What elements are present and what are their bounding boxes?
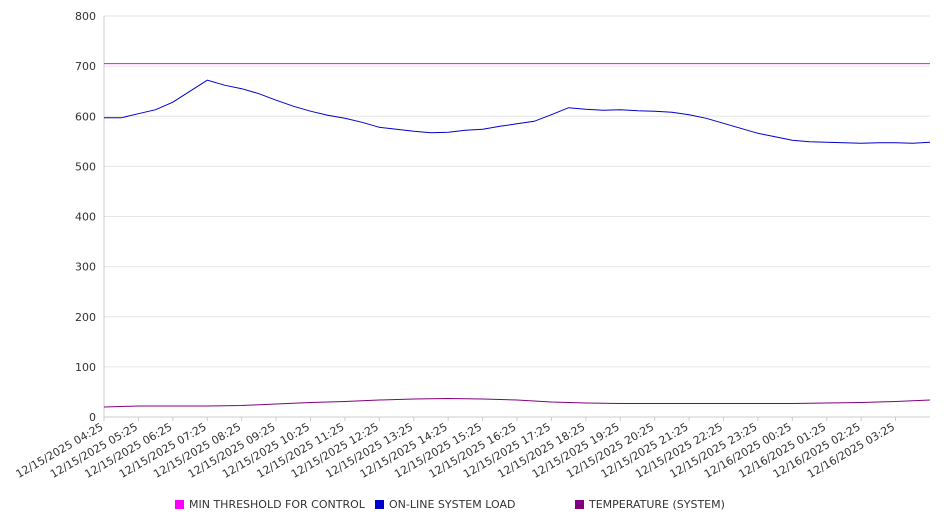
y-tick-label: 0	[89, 411, 96, 424]
legend-item-temperature[interactable]: TEMPERATURE (SYSTEM)	[575, 498, 725, 511]
y-tick-label: 200	[75, 311, 96, 324]
system-load-line	[104, 79, 931, 144]
y-tick-label: 400	[75, 211, 96, 224]
y-tick-label: 700	[75, 60, 96, 73]
legend-label: MIN THRESHOLD FOR CONTROL	[189, 498, 365, 511]
y-tick-label: 600	[75, 110, 96, 123]
y-tick-label: 500	[75, 160, 96, 173]
y-tick-labels: 0 100 200 300 400 500 600 700 800	[75, 10, 96, 424]
legend-swatch	[575, 500, 584, 509]
temperature-line	[103, 397, 931, 408]
legend-label: ON-LINE SYSTEM LOAD	[389, 498, 516, 511]
y-tick-label: 800	[75, 10, 96, 23]
y-tick-label: 100	[75, 361, 96, 374]
y-tick-label: 300	[75, 261, 96, 274]
legend-item-system-load[interactable]: ON-LINE SYSTEM LOAD	[375, 498, 515, 511]
legend-label: TEMPERATURE (SYSTEM)	[589, 498, 725, 511]
series-lines	[103, 63, 931, 408]
legend-swatch	[375, 500, 384, 509]
grid-lines	[104, 15, 930, 368]
legend-item-min-threshold[interactable]: MIN THRESHOLD FOR CONTROL	[175, 498, 365, 511]
legend-swatch	[175, 500, 184, 509]
